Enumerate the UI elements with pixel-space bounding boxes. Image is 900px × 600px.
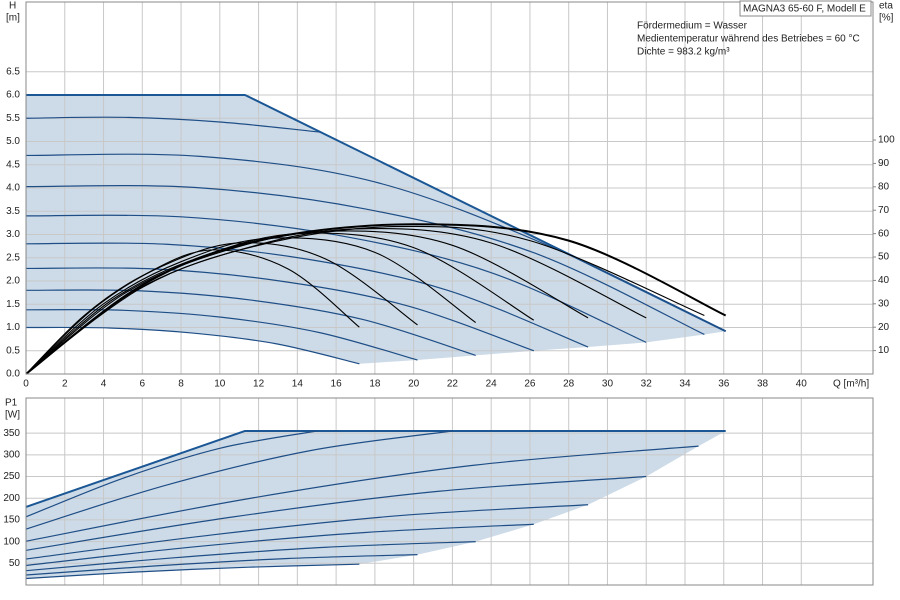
y-tick-label: 2.5 (6, 252, 20, 263)
curve (25, 504, 589, 560)
y2-tick-label: 90 (878, 158, 890, 169)
operating-area (26, 95, 726, 364)
annotation: Dichte = 983.2 kg/m³ (637, 47, 730, 58)
x-tick-label: 34 (679, 379, 691, 390)
curve (25, 237, 476, 375)
y-tick-label: 4.5 (6, 159, 20, 170)
x-tick-label: 4 (101, 379, 107, 390)
y-unit: [W] (5, 410, 20, 421)
y2-tick-label: 100 (878, 135, 895, 146)
plot-frame (25, 1, 874, 375)
y2-tick-label: 70 (878, 205, 890, 216)
y-tick-label: 50 (9, 558, 21, 569)
y-tick-label: 5.0 (6, 136, 20, 147)
title-box (739, 0, 872, 17)
y-tick-label: 6.5 (6, 66, 20, 77)
y2-tick-label: 40 (878, 275, 890, 286)
x-tick-label: 16 (331, 379, 343, 390)
x-tick-label: 22 (447, 379, 459, 390)
y-tick-label: 6.0 (6, 90, 20, 101)
curve (25, 563, 360, 580)
x-tick-label: 0 (23, 379, 29, 390)
curve (25, 430, 453, 530)
chart-panel: 0 2 4 6 8 10 12 14 16 18 20 22 24 26 28 30 32 34 36 38 400.0… (6, 0, 895, 390)
x-tick-label: 12 (253, 379, 265, 390)
y2-tick-label: 30 (878, 298, 890, 309)
y-tick-label: 1.0 (6, 322, 20, 333)
curve (25, 185, 705, 336)
annotation: Medientemperatur während des Betriebes =… (637, 34, 860, 45)
x-tick-label: 32 (641, 379, 653, 390)
curve (25, 523, 534, 567)
y2-tick-label: 20 (878, 322, 890, 333)
curve (25, 249, 360, 375)
y-tick-label: 150 (3, 515, 20, 526)
x-tick-label: 26 (524, 379, 536, 390)
y-tick-label: 0.5 (6, 345, 20, 356)
y2-tick-label: 80 (878, 181, 890, 192)
x-tick-label: 8 (178, 379, 184, 390)
y-label: H (9, 1, 16, 12)
curve (25, 309, 418, 361)
curve (25, 554, 418, 576)
curve (25, 430, 317, 518)
y-tick-label: 250 (3, 471, 20, 482)
curve (25, 116, 321, 133)
x-tick-label: 36 (718, 379, 730, 390)
y-tick-label: 3.5 (6, 206, 20, 217)
y-tick-label: 1.5 (6, 299, 20, 310)
x-tick-label: 40 (796, 379, 808, 390)
x-tick-label: 18 (369, 379, 381, 390)
y-label: P1 (5, 398, 18, 409)
curve (25, 153, 726, 332)
curve (25, 267, 535, 352)
y2-label: eta (879, 1, 893, 12)
y-tick-label: 300 (3, 449, 20, 460)
x-tick-label: 10 (214, 379, 226, 390)
y-tick-label: 4.0 (6, 183, 20, 194)
x-tick-label: 20 (408, 379, 420, 390)
curve (25, 214, 647, 343)
x-tick-label: 30 (602, 379, 614, 390)
y2-tick-label: 10 (878, 345, 890, 356)
y-tick-label: 5.5 (6, 113, 20, 124)
curve (25, 225, 705, 375)
curve (25, 429, 726, 508)
curve (25, 289, 476, 356)
y2-unit: [%] (879, 13, 894, 24)
x-tick-label: 24 (486, 379, 498, 390)
y-tick-label: 200 (3, 493, 20, 504)
chart-panel: 50 100 150 200 250 300 350 (3, 397, 874, 586)
y-unit: [m] (6, 13, 20, 24)
x-tick-label: 2 (62, 379, 68, 390)
curve (25, 223, 727, 375)
y-tick-label: 2.0 (6, 276, 20, 287)
x-tick-label: 28 (563, 379, 575, 390)
y-tick-label: 3.0 (6, 229, 20, 240)
curve (25, 541, 476, 572)
x-tick-label: 14 (292, 379, 304, 390)
y2-tick-label: 60 (878, 228, 890, 239)
curve (25, 242, 589, 348)
curve (25, 475, 647, 551)
x-label: Q [m³/h] (833, 379, 869, 390)
curve (25, 232, 535, 375)
y-tick-label: 350 (3, 428, 20, 439)
x-tick-label: 38 (757, 379, 769, 390)
annotation: Fördermedium = Wasser (637, 21, 748, 32)
y2-tick-label: 50 (878, 252, 890, 263)
y-tick-label: 100 (3, 536, 20, 547)
x-tick-label: 6 (140, 379, 146, 390)
curve (25, 242, 418, 375)
curve (25, 445, 699, 542)
y-tick-label: 0.0 (6, 369, 20, 380)
plot-frame (25, 397, 874, 586)
chart-title: MAGNA3 65-60 F, Modell E (743, 4, 866, 15)
